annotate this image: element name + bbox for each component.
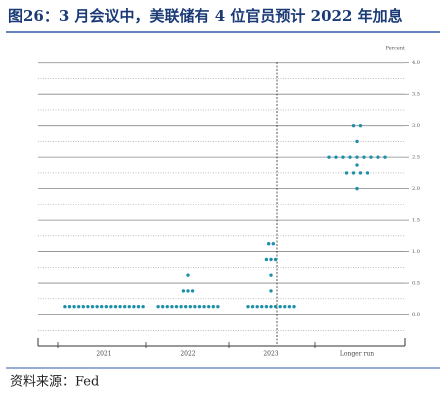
x-tick-label: 2023 — [263, 351, 278, 358]
dot — [190, 289, 195, 293]
dot — [260, 304, 264, 309]
dot — [358, 123, 363, 128]
dot — [216, 304, 220, 309]
dot — [211, 304, 215, 309]
dot — [104, 304, 109, 309]
dot — [283, 304, 287, 309]
figure-title: 图26：3 月会议中，美联储有 4 位官员预计 2022 年加息 — [8, 7, 403, 25]
y-tick-label: 3.0 — [412, 123, 420, 129]
dot — [109, 304, 113, 309]
dot — [156, 304, 160, 309]
y-tick-label: 0.0 — [412, 312, 420, 318]
dot — [179, 304, 183, 309]
dot — [355, 163, 359, 167]
dot — [255, 304, 259, 309]
dot — [365, 171, 370, 175]
dot — [287, 304, 292, 309]
dot — [136, 304, 141, 309]
dot — [344, 171, 349, 175]
dot — [355, 186, 359, 191]
dot — [118, 304, 122, 309]
dot — [161, 304, 165, 309]
y-tick-label: 1.5 — [412, 218, 420, 224]
y-tick-label: 3.5 — [412, 92, 420, 98]
dot — [355, 155, 359, 159]
dot — [197, 304, 202, 309]
dot — [181, 289, 186, 293]
dot — [86, 304, 90, 309]
dot — [362, 155, 366, 159]
dot — [273, 257, 278, 262]
dot — [271, 242, 275, 246]
y-tick-label: 4.0 — [412, 60, 420, 66]
dot — [358, 171, 363, 175]
dot — [193, 304, 197, 309]
dot — [188, 304, 192, 309]
dot — [174, 304, 179, 309]
dot — [351, 123, 356, 128]
dot — [170, 304, 174, 309]
dot — [348, 155, 352, 159]
dot — [202, 304, 206, 309]
dot — [269, 289, 273, 293]
dot — [90, 304, 95, 309]
dot — [250, 304, 255, 309]
dot — [123, 304, 127, 309]
dot — [184, 304, 188, 309]
dot — [269, 273, 273, 277]
dot — [292, 304, 296, 309]
axis-label: Percent — [386, 46, 405, 52]
dot — [132, 304, 136, 309]
dot — [355, 139, 359, 144]
x-tick-label: 2021 — [96, 351, 111, 358]
dot — [95, 304, 99, 309]
dot — [67, 304, 72, 309]
dot — [186, 289, 190, 293]
x-tick-label: Longer run — [340, 351, 374, 358]
dot — [77, 304, 81, 309]
dot — [327, 155, 331, 159]
dot — [63, 304, 67, 309]
dot — [267, 242, 271, 246]
dot — [351, 171, 356, 175]
dot — [72, 304, 76, 309]
dot — [341, 155, 345, 159]
y-tick-label: 2.0 — [412, 186, 420, 192]
dot — [278, 304, 282, 309]
dot — [127, 304, 131, 309]
dot — [100, 304, 104, 309]
dot — [207, 304, 211, 309]
dot — [376, 155, 380, 159]
dot — [264, 304, 269, 309]
dot — [264, 257, 269, 262]
dot — [369, 155, 373, 159]
dot — [165, 304, 169, 309]
y-tick-label: 0.5 — [412, 281, 420, 287]
dot — [273, 304, 278, 309]
dot — [269, 257, 273, 262]
dot — [269, 304, 273, 309]
y-tick-label: 2.5 — [412, 155, 420, 161]
dot — [383, 155, 387, 159]
y-tick-label: 1.0 — [412, 249, 420, 255]
dot — [186, 273, 190, 277]
dot — [334, 155, 338, 159]
dot — [81, 304, 86, 309]
dot — [141, 304, 145, 309]
source: 资料来源：Fed — [10, 375, 99, 390]
x-tick-label: 2022 — [180, 351, 195, 358]
dot — [113, 304, 118, 309]
dot — [246, 304, 250, 309]
